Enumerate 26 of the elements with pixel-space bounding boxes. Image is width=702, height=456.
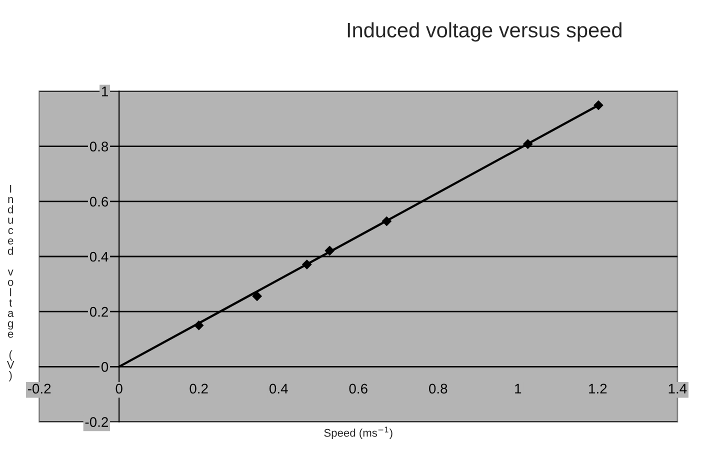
y-tick-label: -0.2 (85, 417, 108, 427)
y-tick-label: 1 (102, 86, 108, 96)
x-tick-label: 1 (515, 384, 522, 394)
point (594, 100, 604, 110)
y-tick-label: 0.4 (90, 252, 108, 262)
x-axis-title: Speed (ms$^{−1}$) (324, 426, 392, 439)
x-tick-label: 1.2 (589, 384, 607, 394)
point (523, 139, 533, 149)
point (302, 260, 312, 270)
y-tick-label: 0.6 (90, 196, 108, 207)
text: Induced voltage (V) (6, 184, 14, 382)
y-tick-label: 0.8 (90, 142, 108, 152)
x-tick-label: 0.2 (190, 384, 208, 394)
x-tick-label: -0.2 (28, 384, 51, 394)
y-tick-label: 0.2 (90, 306, 108, 317)
chart-title: Induced voltage versus speed (348, 22, 622, 42)
point (324, 246, 335, 256)
x-tick-label: 0.6 (349, 384, 368, 394)
point (252, 291, 262, 302)
point (194, 320, 204, 330)
y-tick-label: 0 (101, 362, 108, 372)
x-tick-label: 0.4 (269, 384, 288, 394)
x-tick-label: 1.4 (668, 384, 687, 394)
x-tick-label: 0.8 (429, 384, 448, 394)
x-tick-label: 0 (116, 384, 122, 394)
point (382, 216, 392, 226)
